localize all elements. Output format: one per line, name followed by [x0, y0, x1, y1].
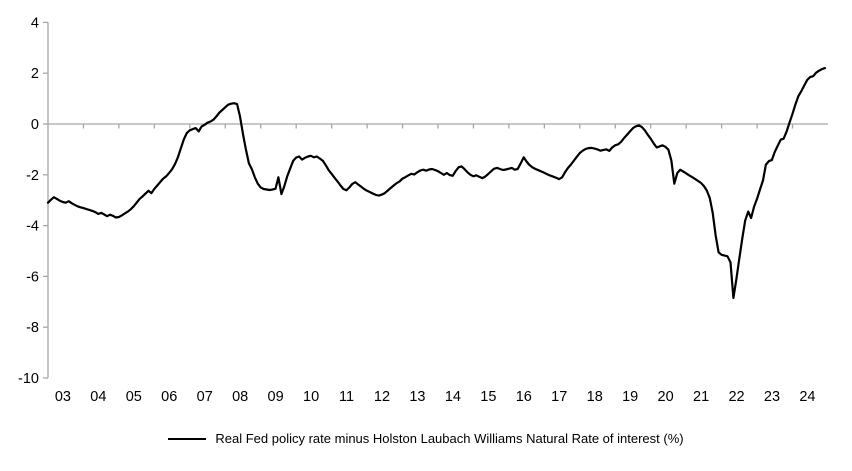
legend-label: Real Fed policy rate minus Holston Lauba… — [215, 431, 684, 446]
x-axis-tick-label: 09 — [268, 389, 284, 405]
x-axis-tick-label: 11 — [339, 389, 354, 405]
x-axis-tick-label: 24 — [799, 389, 815, 405]
x-axis-tick-label: 07 — [197, 389, 213, 405]
x-axis-tick-label: 03 — [55, 389, 71, 405]
y-axis-tick-label: -6 — [26, 269, 39, 285]
y-axis-tick-label: 2 — [31, 66, 39, 82]
y-axis-tick-label: -4 — [26, 219, 39, 235]
x-axis-tick-label: 08 — [232, 389, 248, 405]
x-axis-tick-label: 21 — [693, 389, 709, 405]
x-axis-tick-label: 06 — [161, 389, 177, 405]
legend: Real Fed policy rate minus Holston Lauba… — [0, 431, 852, 446]
y-axis-tick-label: -2 — [26, 168, 39, 184]
legend-line-sample — [168, 437, 207, 440]
y-axis-tick-label: -10 — [18, 371, 39, 387]
x-axis-tick-label: 14 — [445, 389, 461, 405]
x-axis-tick-label: 05 — [126, 389, 142, 405]
x-axis-tick-label: 13 — [409, 389, 425, 405]
x-axis-tick-label: 17 — [551, 389, 567, 405]
series-layer — [46, 66, 827, 300]
y-axis-tick-label: 0 — [31, 117, 39, 133]
x-axis-tick-label: 12 — [374, 389, 390, 405]
y-axis-tick-label: 4 — [31, 15, 39, 31]
x-axis-tick-label: 22 — [728, 389, 744, 405]
x-axis-tick-label: 23 — [764, 389, 780, 405]
x-axis-tick-label: 20 — [658, 389, 674, 405]
x-axis-tick-label: 04 — [90, 389, 106, 405]
x-axis-tick-label: 15 — [480, 389, 496, 405]
y-axis-tick-label: -8 — [26, 320, 39, 336]
x-axis-tick-label: 10 — [303, 389, 319, 405]
x-axis-tick-label: 19 — [622, 389, 638, 405]
x-axis-tick-label: 18 — [587, 389, 603, 405]
x-axis-tick-label: 16 — [516, 389, 532, 405]
data-line-series — [46, 66, 827, 300]
